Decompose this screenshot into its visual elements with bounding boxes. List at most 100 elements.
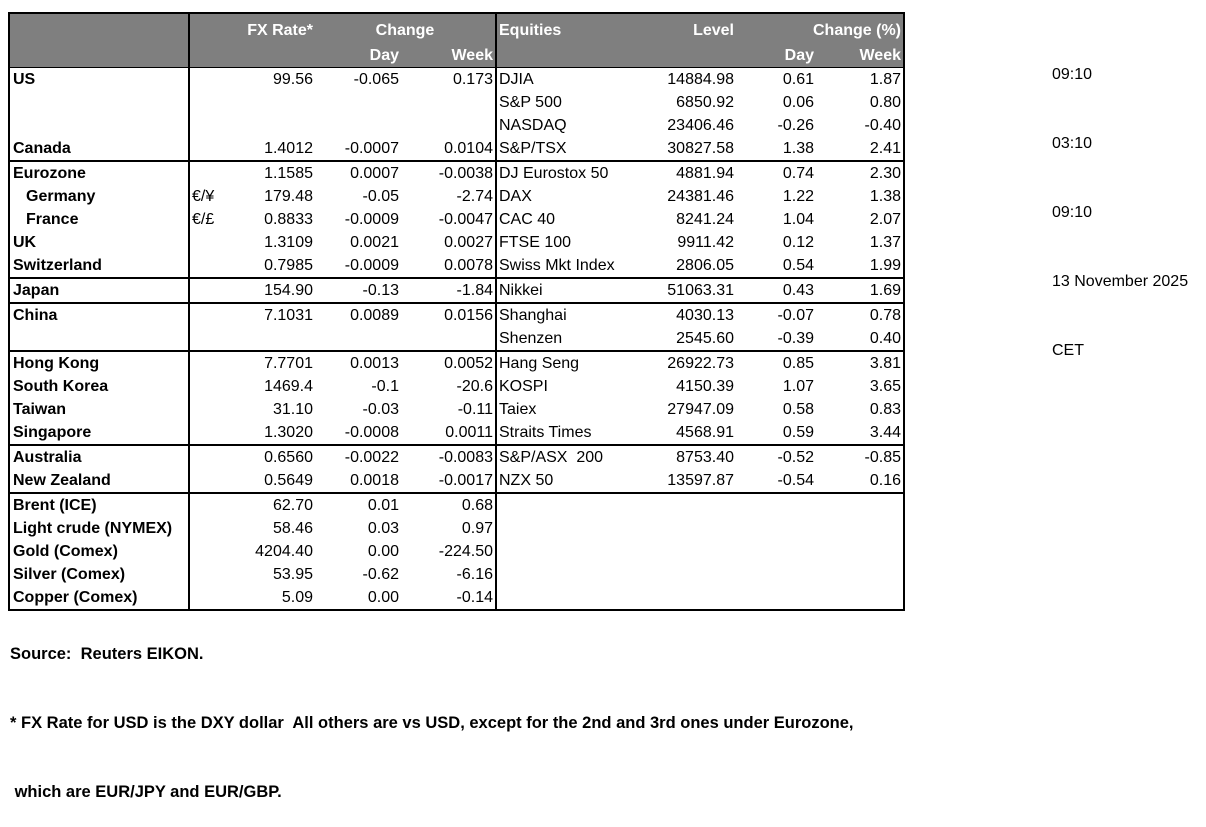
equity-change-day-value [736, 540, 816, 563]
row-label: China [13, 307, 58, 324]
fx-change-week-value [401, 91, 496, 114]
equity-name: Taiex [495, 398, 646, 421]
fx-change-week-value: 0.97 [461, 520, 493, 537]
fx-rate-value: 5.09 [281, 589, 313, 606]
equity-name: DAX [495, 185, 646, 208]
equity-name: S&P/TSX [495, 137, 646, 162]
header-fx-day: Day [315, 44, 401, 68]
fx-change-week-value: -0.0083 [438, 449, 493, 466]
equity-level-value: 13597.87 [646, 469, 736, 494]
currency-pair-label [188, 586, 219, 610]
fx-change-week-value: 0.0052 [444, 355, 493, 372]
fx-change-day-value [315, 327, 401, 352]
fx-change-day-value: 0.00 [367, 543, 399, 560]
fx-change-day-value: -0.0008 [315, 421, 401, 446]
currency-pair-label [188, 278, 219, 304]
equity-level-value: 51063.31 [646, 278, 736, 304]
currency-pair-label [188, 563, 219, 586]
market-data-table: FX Rate* Change Equities Level Change (%… [8, 12, 905, 611]
equity-change-week-value: 0.16 [816, 469, 904, 494]
timestamp-block: 09:10 03:10 09:10 13 November 2025 CET [1052, 17, 1188, 385]
row-label: Hong Kong [13, 355, 100, 372]
fx-change-week-value: -0.0038 [438, 165, 493, 182]
currency-pair-label [188, 254, 219, 279]
currency-pair-label [188, 327, 219, 352]
equity-level-value: 6850.92 [676, 94, 734, 111]
table-row: Hong Kong 7.7701 0.0013 0.0052 Hang Seng 2692… [9, 351, 904, 375]
currency-pair-label [188, 517, 219, 540]
equity-change-day-value: -0.54 [736, 469, 816, 494]
fx-change-week-value: 0.173 [452, 71, 493, 88]
table-header: FX Rate* Change Equities Level Change (%… [9, 13, 904, 68]
table-row: France €/£ 0.8833 -0.0009 -0.0047 CAC 40 8241.… [9, 208, 904, 231]
equity-change-day-value: 0.58 [782, 401, 814, 418]
table-row: Taiwan 31.10 -0.03 -0.11 Taiex 27947.09 0.58 0.… [9, 398, 904, 421]
equity-change-week-value: -0.85 [864, 449, 901, 466]
header-blank-cell [495, 44, 646, 68]
fx-rate-value [219, 114, 315, 137]
currency-pair-label [188, 375, 219, 398]
fx-change-day-value: 0.0021 [350, 234, 399, 251]
fx-rate-value: 7.7701 [264, 355, 313, 372]
currency-pair-label [188, 67, 219, 91]
currency-pair-label [188, 540, 219, 563]
row-label: Copper (Comex) [13, 589, 138, 606]
fx-change-week-value: 0.68 [461, 497, 493, 514]
fx-change-week-value: -6.16 [456, 566, 493, 583]
row-label [9, 114, 189, 137]
equity-name: KOSPI [495, 375, 646, 398]
fx-rate-value: 58.46 [272, 520, 313, 537]
equity-change-week-value [816, 517, 904, 540]
equity-change-day-value [736, 563, 816, 586]
table-row: Japan 154.90 -0.13 -1.84 Nikkei 51063.31 0.43 1… [9, 278, 904, 304]
equity-level-value [646, 517, 736, 540]
row-label: Germany [26, 188, 96, 205]
equity-level-value: 2545.60 [646, 327, 736, 352]
table-row: Australia 0.6560 -0.0022 -0.0083 S&P/ASX 200… [9, 445, 904, 469]
header-blank-cell [9, 13, 189, 44]
equity-change-day-value: -0.52 [777, 449, 814, 466]
update-time-3: 09:10 [1052, 204, 1093, 221]
fx-change-week-value: -0.0047 [438, 211, 493, 228]
fx-change-day-value: 0.03 [367, 520, 399, 537]
equity-level-value: 26922.73 [667, 355, 734, 372]
fx-rate-value: 0.6560 [264, 449, 313, 466]
equity-level-value: 8753.40 [676, 449, 734, 466]
equity-name: Shenzen [495, 327, 646, 352]
equity-change-day-value: -0.39 [736, 327, 816, 352]
row-label: Brent (ICE) [13, 497, 97, 514]
table-row: Canada 1.4012 -0.0007 0.0104 S&P/TSX 30827.58… [9, 137, 904, 162]
row-label: South Korea [13, 378, 109, 395]
equity-change-week-value: 1.87 [869, 71, 901, 88]
equity-change-day-value: 1.38 [736, 137, 816, 162]
fx-rate-value: 154.90 [219, 278, 315, 304]
table-row: Shenzen 2545.60 -0.39 0.40 [9, 327, 904, 352]
fx-change-day-value: -0.05 [362, 188, 399, 205]
equity-name: FTSE 100 [495, 231, 646, 254]
equity-change-week-value: 3.44 [816, 421, 904, 446]
fx-change-week-value: 0.0104 [401, 137, 496, 162]
equity-level-value: 24381.46 [667, 188, 734, 205]
equity-name: S&P/ASX 200 [495, 445, 646, 469]
equity-name: Nikkei [495, 278, 646, 304]
currency-pair-label [188, 445, 219, 469]
equity-level-value [646, 540, 736, 563]
header-fx-week: Week [401, 44, 496, 68]
header-equities: Equities [495, 13, 646, 44]
equity-name [495, 586, 646, 610]
equity-name: Shanghai [495, 303, 646, 327]
equity-level-value: 2806.05 [646, 254, 736, 279]
equity-change-week-value: 3.81 [869, 355, 901, 372]
row-label: Taiwan [13, 401, 67, 418]
fx-change-week-value: 0.0011 [401, 421, 496, 446]
fx-change-week-value: -224.50 [438, 543, 493, 560]
equity-change-day-value: 0.74 [782, 165, 814, 182]
equity-change-day-value [736, 493, 816, 517]
currency-pair-label [188, 303, 219, 327]
fx-change-day-value [315, 91, 401, 114]
currency-pair-label [188, 137, 219, 162]
fx-change-day-value: -0.03 [362, 401, 399, 418]
equity-name: Hang Seng [495, 351, 646, 375]
equity-name: CAC 40 [495, 208, 646, 231]
fx-change-week-value: 0.0156 [444, 307, 493, 324]
